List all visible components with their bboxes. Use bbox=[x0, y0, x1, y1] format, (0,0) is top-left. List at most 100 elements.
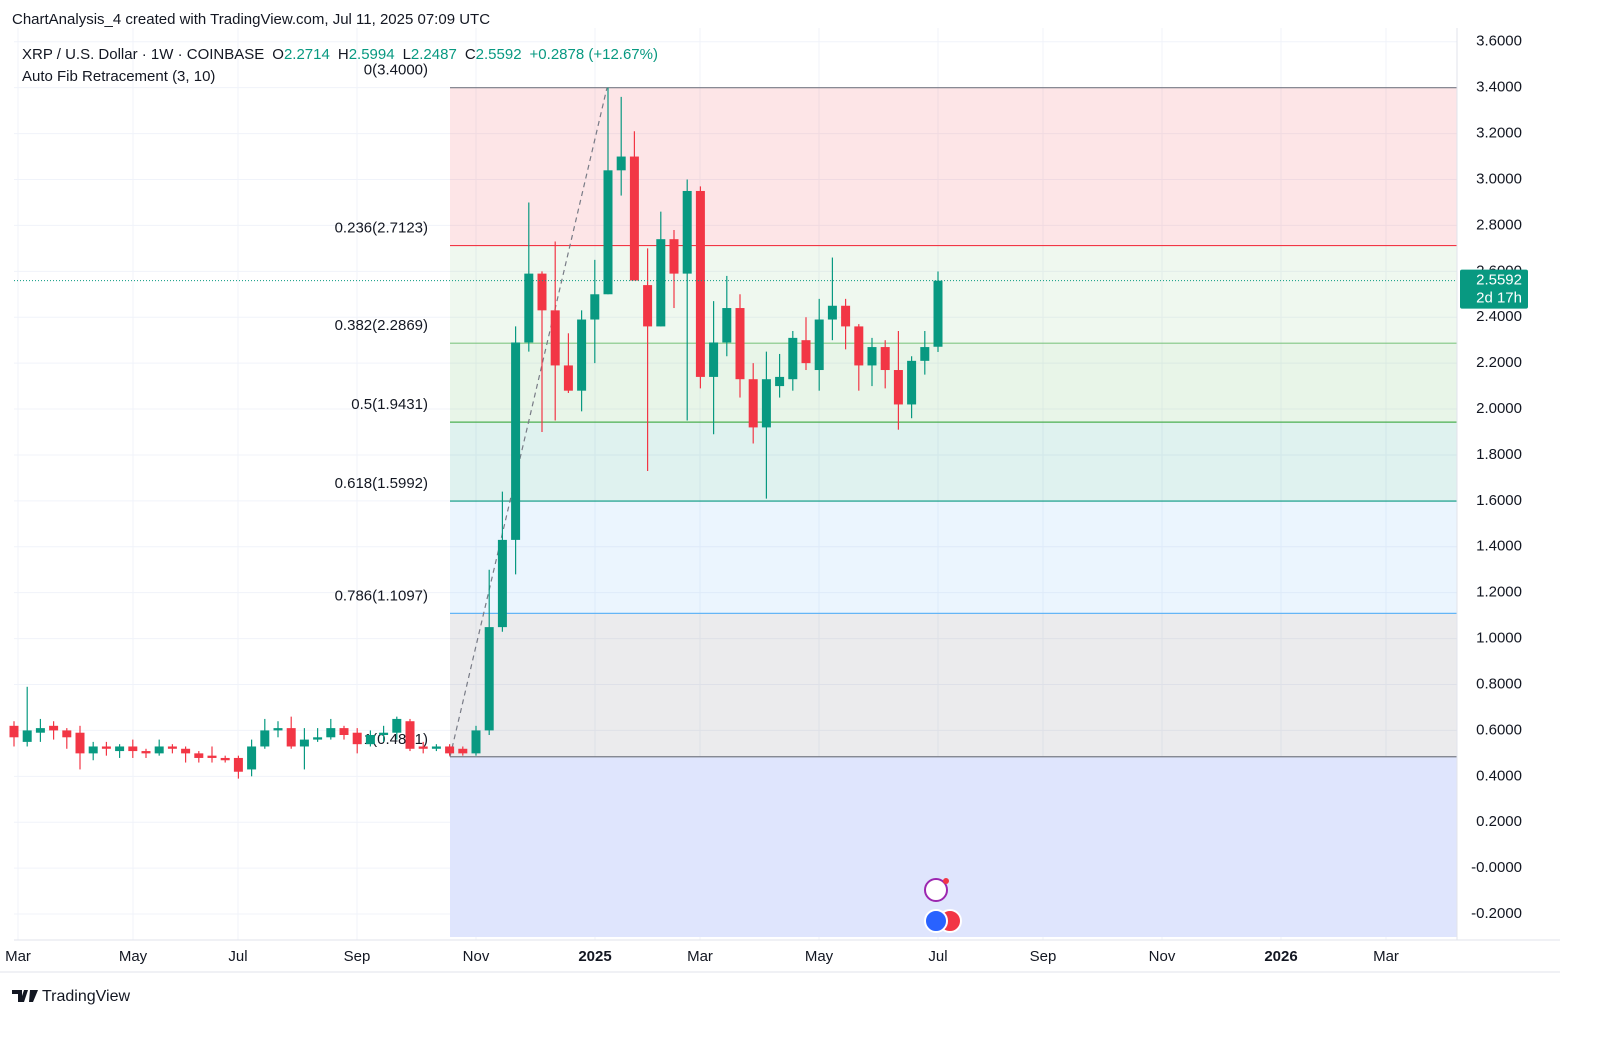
fib-label: 0.618(1.5992) bbox=[335, 475, 428, 492]
h-label: H bbox=[338, 46, 349, 63]
y-tick-label: -0.2000 bbox=[1471, 905, 1522, 922]
candle-body bbox=[194, 753, 204, 758]
candle-body bbox=[827, 305, 837, 320]
candle-body bbox=[656, 239, 666, 327]
last-price-label: 2.5592 bbox=[1476, 272, 1522, 289]
candle-body bbox=[484, 627, 494, 731]
candle-body bbox=[431, 746, 441, 749]
candle-body bbox=[247, 746, 257, 770]
candle-body bbox=[207, 755, 217, 758]
o-label: O bbox=[272, 46, 284, 63]
candle-body bbox=[775, 376, 785, 387]
o-value: 2.2714 bbox=[284, 46, 330, 63]
candle-body bbox=[405, 721, 415, 749]
candle-body bbox=[365, 735, 375, 745]
x-tick-label: Sep bbox=[344, 948, 371, 965]
fib-label: 0.236(2.7123) bbox=[335, 220, 428, 237]
y-tick-label: 3.0000 bbox=[1476, 170, 1522, 187]
brand: TradingView bbox=[42, 988, 130, 1005]
fib-zone bbox=[450, 343, 1457, 423]
candle-body bbox=[458, 748, 468, 754]
y-tick-label: 0.4000 bbox=[1476, 767, 1522, 784]
candle-body bbox=[577, 319, 587, 391]
fib-zone bbox=[450, 87, 1457, 246]
candles bbox=[9, 87, 943, 779]
fib-label: 0.786(1.1097) bbox=[335, 587, 428, 604]
candle-body bbox=[220, 757, 230, 761]
fib-extension-zone bbox=[450, 756, 1457, 937]
candle-body bbox=[841, 305, 851, 327]
fib-label: 0.382(2.2869) bbox=[335, 317, 428, 334]
y-tick-label: 1.8000 bbox=[1476, 446, 1522, 463]
candle-body bbox=[867, 347, 877, 366]
y-tick-label: 0.8000 bbox=[1476, 675, 1522, 692]
candle-body bbox=[933, 280, 943, 347]
candle-body bbox=[273, 728, 283, 731]
y-tick-label: 0.6000 bbox=[1476, 721, 1522, 738]
fib-label: 0.5(1.9431) bbox=[351, 396, 428, 413]
candle-body bbox=[603, 170, 613, 295]
h-value: 2.5994 bbox=[349, 46, 395, 63]
candle-body bbox=[682, 190, 692, 274]
candle-body bbox=[511, 342, 521, 540]
y-tick-label: 1.2000 bbox=[1476, 584, 1522, 601]
flag-icon bbox=[924, 909, 948, 933]
c-value: 2.5592 bbox=[476, 46, 522, 63]
candle-body bbox=[339, 728, 349, 735]
y-tick-label: -0.0000 bbox=[1471, 859, 1522, 876]
candle-body bbox=[748, 379, 758, 428]
credit: ChartAnalysis_4 created with TradingView… bbox=[12, 11, 490, 28]
y-tick-label: 3.4000 bbox=[1476, 79, 1522, 96]
x-tick-label: 2025 bbox=[578, 948, 611, 965]
fib-zone bbox=[450, 501, 1457, 614]
y-tick-label: 2.2000 bbox=[1476, 354, 1522, 371]
candle-body bbox=[854, 326, 864, 366]
candle-body bbox=[75, 732, 85, 754]
candle-body bbox=[814, 319, 824, 371]
y-tick-label: 3.2000 bbox=[1476, 125, 1522, 142]
candle-body bbox=[115, 746, 125, 752]
x-tick-label: Nov bbox=[463, 948, 490, 965]
candle-body bbox=[233, 757, 243, 772]
candle-body bbox=[497, 539, 507, 628]
fib-zone bbox=[450, 613, 1457, 757]
candle-body bbox=[722, 308, 732, 343]
candle-body bbox=[801, 340, 811, 364]
fib-label: 0(3.4000) bbox=[364, 62, 428, 79]
candle-body bbox=[761, 379, 771, 428]
candle-body bbox=[101, 746, 111, 749]
event-icon bbox=[924, 878, 948, 902]
x-tick-label: Mar bbox=[5, 948, 31, 965]
candle-body bbox=[35, 728, 45, 733]
c-label: C bbox=[465, 46, 476, 63]
fib-zone bbox=[450, 422, 1457, 502]
candle-body bbox=[379, 732, 389, 735]
candle-body bbox=[524, 273, 534, 343]
indicator: Auto Fib Retracement (3, 10) bbox=[22, 68, 215, 85]
y-tick-label: 2.4000 bbox=[1476, 308, 1522, 325]
candle-body bbox=[141, 751, 151, 754]
candle-body bbox=[920, 347, 930, 361]
candle-body bbox=[590, 294, 600, 320]
y-tick-label: 2.8000 bbox=[1476, 216, 1522, 233]
x-tick-label: Mar bbox=[1373, 948, 1399, 965]
x-tick-label: Nov bbox=[1149, 948, 1176, 965]
candle-body bbox=[9, 725, 19, 738]
candle-body bbox=[313, 737, 323, 740]
event-icons bbox=[924, 878, 962, 933]
symbol: XRP / U.S. Dollar · 1W · COINBASE bbox=[22, 46, 264, 63]
candle-body bbox=[893, 370, 903, 405]
candle-body bbox=[445, 746, 455, 754]
y-tick-label: 2.0000 bbox=[1476, 400, 1522, 417]
candle-body bbox=[537, 273, 547, 311]
y-tick-label: 0.2000 bbox=[1476, 813, 1522, 830]
candle-body bbox=[260, 730, 270, 747]
candle-body bbox=[907, 360, 917, 405]
legend: XRP / U.S. Dollar · 1W · COINBASE O2.2714… bbox=[22, 46, 658, 63]
candle-body bbox=[326, 728, 336, 738]
candle-body bbox=[22, 730, 32, 742]
candle-body bbox=[735, 308, 745, 380]
x-tick-label: Mar bbox=[687, 948, 713, 965]
y-tick-label: 1.6000 bbox=[1476, 492, 1522, 509]
